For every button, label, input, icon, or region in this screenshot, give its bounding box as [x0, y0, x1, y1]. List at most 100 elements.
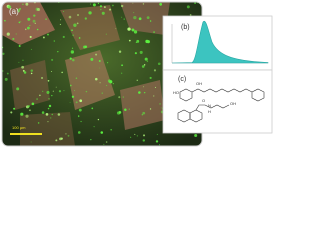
fluorescent-speck: [55, 139, 58, 142]
fluorescent-speck: [159, 2, 163, 6]
fluorescent-speck: [74, 90, 76, 92]
fluorescent-speck: [121, 16, 123, 18]
fluorescent-speck: [61, 71, 63, 74]
fluorescent-speck: [105, 33, 107, 35]
fluorescent-speck: [69, 84, 72, 87]
fluorescent-speck: [138, 17, 142, 21]
fluorescent-speck: [133, 12, 135, 14]
panel-label: (a): [9, 7, 19, 16]
fluorescent-speck: [93, 126, 95, 128]
fluorescent-speck: [133, 15, 137, 20]
fluorescent-speck: [121, 72, 123, 74]
fluorescent-speck: [63, 11, 65, 12]
fluorescent-speck: [30, 48, 32, 50]
fluorescent-speck: [136, 135, 139, 137]
fluorescent-speck: [17, 8, 21, 12]
panel-label: (c): [178, 76, 186, 83]
fluorescent-speck: [159, 103, 161, 105]
fluorescent-speck: [18, 21, 21, 24]
fluorescent-speck: [109, 8, 112, 11]
fluorescent-speck: [21, 65, 25, 69]
fluorescent-speck: [51, 94, 53, 97]
fluorescent-speck: [6, 72, 9, 75]
fluorescent-speck: [73, 23, 77, 27]
fluorescent-speck: [27, 17, 31, 21]
fluorescent-speck: [22, 3, 24, 5]
fluorescent-speck: [143, 91, 146, 94]
fluorescent-speck: [45, 113, 49, 116]
fluorescent-speck: [70, 50, 75, 54]
fluorescent-speck: [132, 2, 134, 4]
fluorescent-speck: [76, 13, 80, 17]
fluorescent-speck: [138, 91, 141, 94]
fluorescent-speck: [51, 71, 53, 73]
fluorescent-speck: [69, 57, 72, 60]
fluorescent-speck: [29, 24, 31, 27]
fluorescent-speck: [42, 36, 45, 39]
crystal: [2, 2, 55, 45]
fluorescent-speck: [71, 29, 73, 32]
fluorescent-speck: [46, 90, 50, 94]
fluorescent-speck: [128, 108, 130, 110]
fluorescent-speck: [6, 32, 10, 36]
fluorescent-speck: [47, 107, 50, 110]
fluorescent-speck: [79, 99, 83, 103]
fluorescent-speck: [31, 102, 35, 106]
fluorescent-speck: [55, 86, 57, 88]
fluorescent-speck: [75, 101, 78, 104]
atom-label: O: [202, 98, 205, 103]
fluorescent-speck: [99, 5, 103, 8]
fluorescent-speck: [68, 15, 72, 19]
fluorescent-speck: [63, 90, 65, 92]
fluorescent-speck: [18, 61, 20, 63]
fluorescent-speck: [103, 143, 105, 145]
fluorescent-speck: [78, 108, 82, 112]
fluorescent-speck: [142, 111, 146, 115]
fluorescent-speck: [106, 84, 108, 87]
fluorescent-speck: [59, 137, 62, 141]
fluorescent-speck: [141, 65, 145, 68]
crystal: [65, 50, 115, 110]
fluorescent-speck: [84, 17, 87, 20]
scale-bar-label: 100 µm: [12, 125, 26, 130]
fluorescent-speck: [110, 129, 112, 131]
fluorescent-speck: [94, 77, 98, 81]
fluorescent-speck: [67, 134, 70, 137]
fluorescent-speck: [115, 28, 117, 30]
fluorescent-speck: [71, 47, 74, 49]
fluorescent-speck: [142, 134, 146, 137]
fluorescent-speck: [41, 111, 45, 114]
fluorescent-speck: [34, 22, 36, 24]
fluorescent-speck: [22, 69, 25, 72]
structure-1: [179, 88, 265, 102]
fluorescent-speck: [128, 39, 131, 42]
fluorescent-speck: [37, 7, 41, 12]
fluorescent-speck: [33, 14, 36, 17]
fluorescent-speck: [201, 3, 202, 5]
fluorescent-speck: [98, 60, 101, 63]
fluorescent-speck: [144, 57, 148, 61]
fluorescent-speck: [4, 19, 6, 22]
fluorescent-speck: [112, 4, 114, 7]
fluorescent-speck: [154, 86, 157, 89]
fluorescent-speck: [118, 96, 121, 99]
fluorescent-speck: [133, 30, 138, 34]
fluorescent-speck: [10, 111, 13, 114]
fluorescent-speck: [16, 87, 20, 91]
fluorescent-speck: [118, 50, 122, 53]
fluorescent-speck: [105, 141, 108, 143]
fluorescent-speck: [146, 16, 150, 20]
fluorescent-speck: [186, 5, 190, 9]
atom-label: HO: [173, 90, 179, 95]
fluorescent-speck: [142, 139, 145, 142]
fluorescent-speck: [47, 120, 49, 123]
crystal: [20, 112, 75, 146]
fluorescent-speck: [62, 35, 65, 39]
fluorescent-speck: [36, 98, 38, 100]
fluorescent-speck: [85, 90, 88, 93]
fluorescent-speck: [18, 44, 21, 47]
structure-2: [177, 104, 230, 123]
fluorescent-speck: [160, 107, 162, 109]
fluorescent-speck: [77, 131, 81, 134]
fluorescent-speck: [12, 37, 15, 41]
